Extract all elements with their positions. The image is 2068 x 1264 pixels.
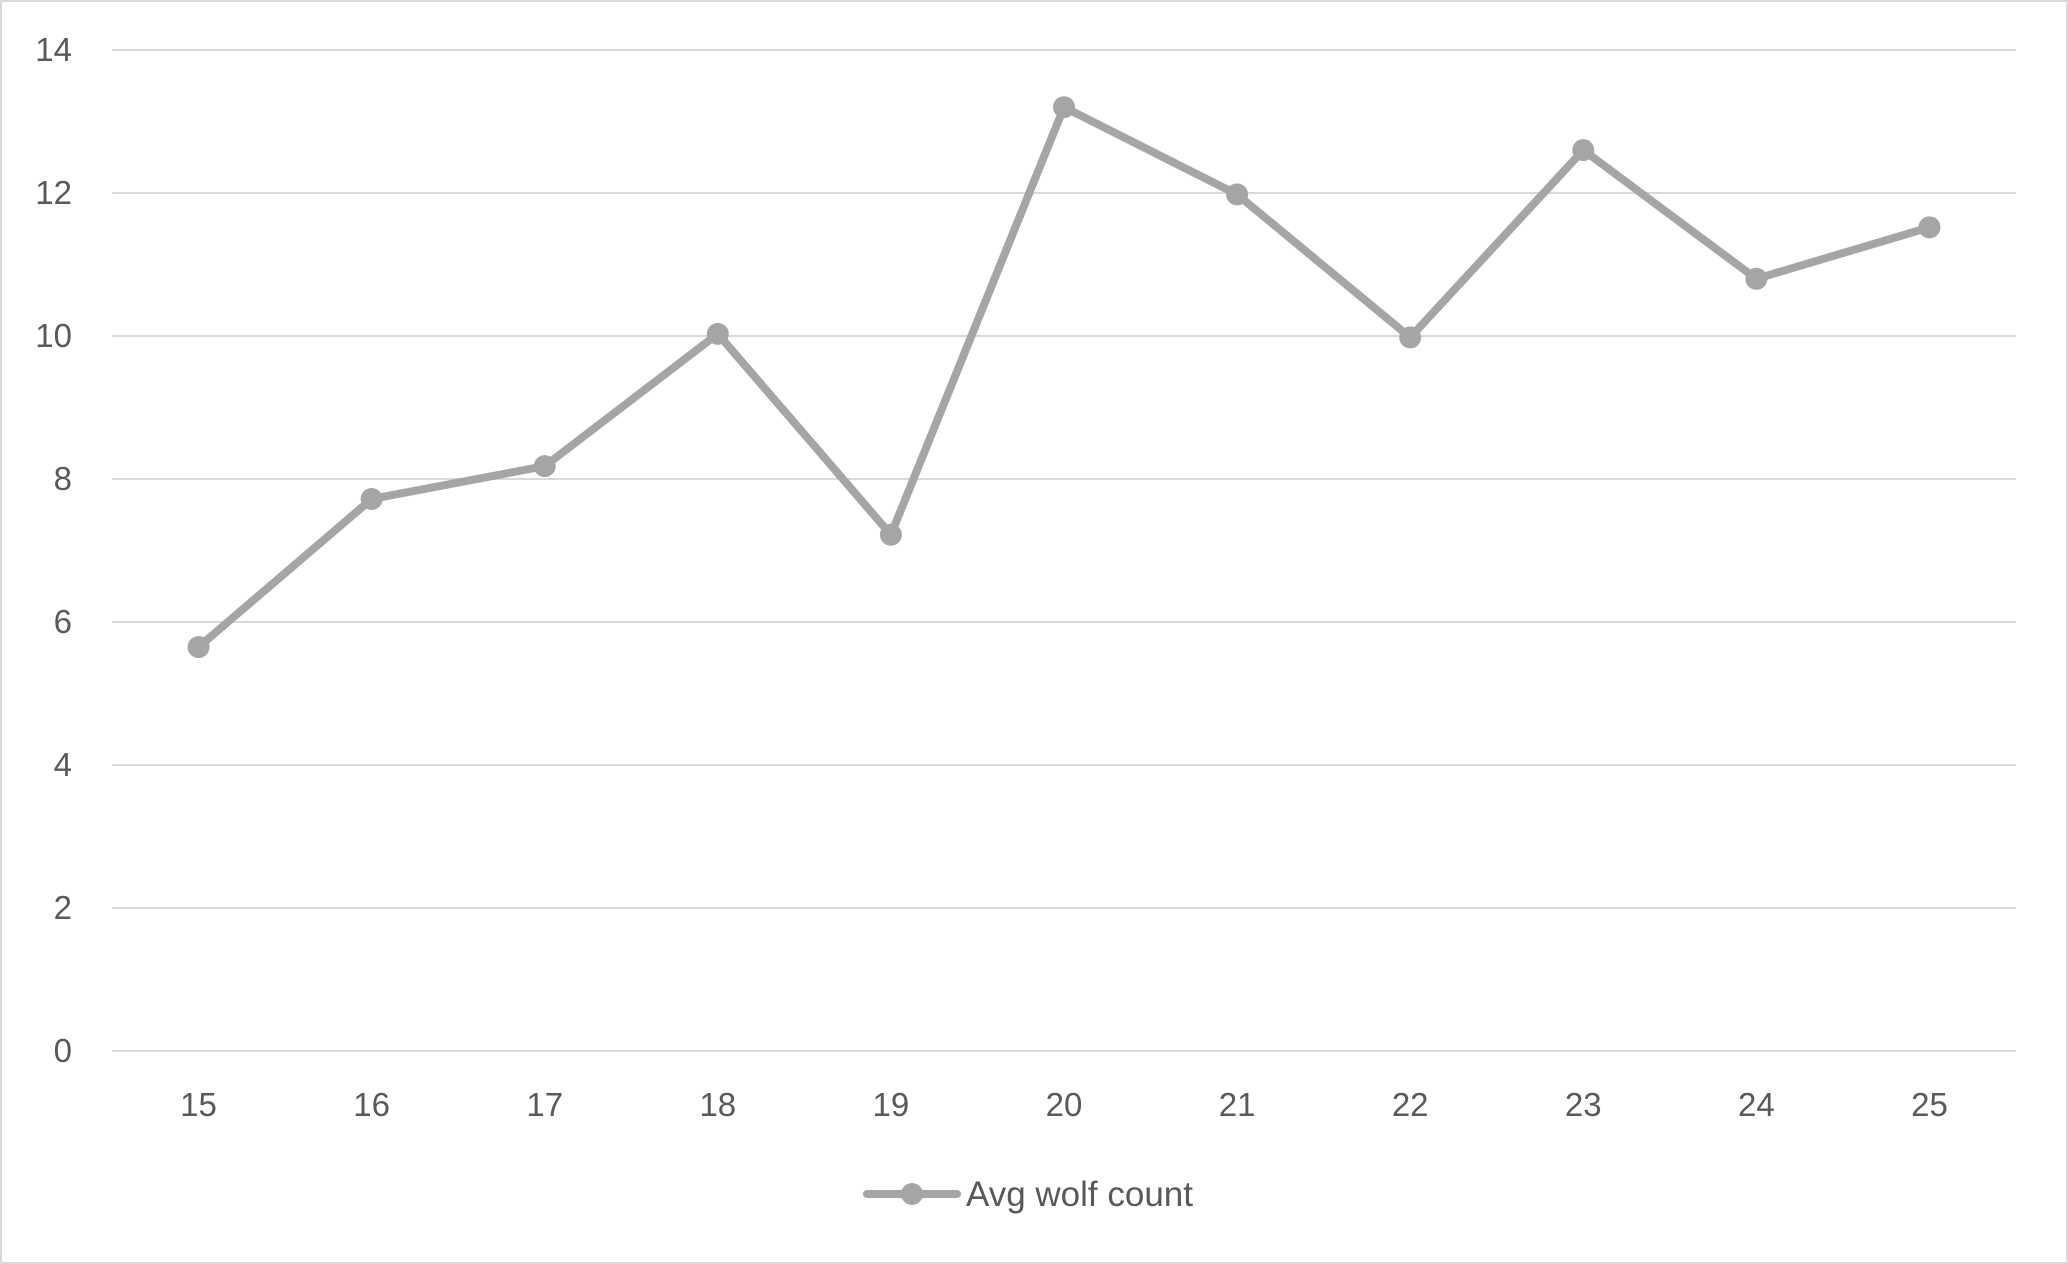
y-tick-label: 2 [54, 889, 72, 926]
legend-marker-swatch [901, 1183, 923, 1205]
data-point [1226, 183, 1249, 206]
legend: Avg wolf count [863, 1175, 1193, 1214]
y-tick-label: 8 [54, 460, 72, 497]
x-tick-label: 22 [1392, 1086, 1429, 1123]
x-tick-label: 18 [699, 1086, 736, 1123]
y-tick-label: 0 [54, 1032, 72, 1069]
y-tick-label: 10 [35, 317, 72, 354]
data-point [879, 523, 902, 546]
series-line [194, 103, 1934, 652]
gridlines [112, 49, 2016, 1052]
x-tick-label: 25 [1911, 1086, 1948, 1123]
data-point [533, 455, 556, 478]
data-point [1572, 139, 1595, 162]
x-tick-label: 17 [526, 1086, 563, 1123]
data-point [1918, 216, 1941, 239]
legend-label: Avg wolf count [966, 1175, 1193, 1214]
data-point [1745, 267, 1768, 290]
x-tick-label: 15 [180, 1086, 217, 1123]
y-tick-label: 4 [54, 746, 72, 783]
x-tick-label: 23 [1565, 1086, 1602, 1123]
x-tick-label: 16 [353, 1086, 390, 1123]
x-tick-label: 24 [1738, 1086, 1775, 1123]
data-point [1399, 326, 1422, 349]
data-point [1053, 96, 1075, 119]
x-axis-tick-labels: 15 16 17 18 19 20 21 22 23 24 25 [180, 1086, 1948, 1123]
y-tick-label: 6 [54, 603, 72, 640]
data-point [187, 636, 210, 659]
data-point [360, 488, 383, 511]
y-tick-label: 12 [35, 174, 72, 211]
x-tick-label: 19 [873, 1086, 910, 1123]
y-axis-tick-labels: 0 2 4 6 8 10 12 14 [35, 31, 72, 1069]
series-group [187, 96, 1941, 659]
data-point [706, 322, 729, 345]
x-tick-label: 21 [1219, 1086, 1256, 1123]
y-tick-label: 14 [35, 31, 72, 68]
x-tick-label: 20 [1046, 1086, 1083, 1123]
